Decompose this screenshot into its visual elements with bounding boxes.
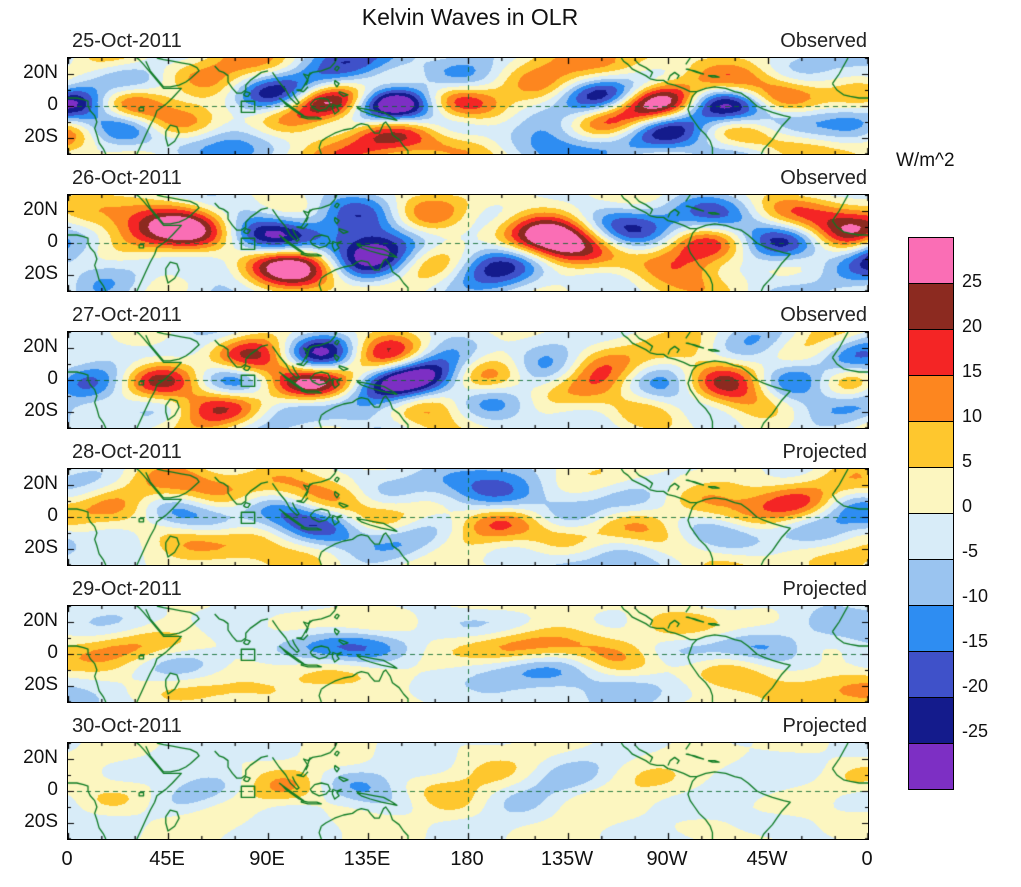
- y-tick-20N: 20N: [23, 62, 58, 83]
- colorbar-tick-label: -25: [962, 721, 989, 741]
- panel-status-label: Projected: [782, 441, 868, 463]
- panel-status-label: Observed: [780, 304, 867, 326]
- colorbar-cell: [909, 513, 953, 559]
- y-tick-20N: 20N: [23, 610, 58, 631]
- y-tick-20N: 20N: [23, 336, 58, 357]
- y-tick-20N: 20N: [23, 747, 58, 768]
- olr-contour-map: [68, 469, 868, 565]
- y-tick-0: 0: [47, 368, 58, 389]
- olr-contour-map: [68, 332, 868, 428]
- x-tick-45W: 45W: [746, 848, 788, 870]
- x-tick-0a: 0: [61, 848, 73, 870]
- panel-status-label: Projected: [782, 578, 868, 600]
- colorbar-tick-label: -20: [962, 676, 989, 696]
- x-tick-135E: 135E: [343, 848, 391, 870]
- panel-date-label: 30-Oct-2011: [72, 715, 182, 737]
- panel-plot: [67, 331, 869, 429]
- y-tick-20S: 20S: [24, 811, 58, 832]
- y-tick-20N: 20N: [23, 199, 58, 220]
- y-tick-20S: 20S: [24, 400, 58, 421]
- panel-plot: [67, 605, 869, 703]
- olr-contour-map: [68, 743, 868, 839]
- x-tick-90E: 90E: [249, 848, 285, 870]
- panel-status-label: Observed: [780, 167, 867, 189]
- colorbar-cell: [909, 605, 953, 651]
- y-tick-0: 0: [47, 505, 58, 526]
- panel-date-label: 26-Oct-2011: [72, 167, 182, 189]
- colorbar: [908, 237, 954, 790]
- x-tick-135W: 135W: [540, 848, 594, 870]
- panel-date-label: 25-Oct-2011: [72, 30, 182, 52]
- figure-title: Kelvin Waves in OLR: [361, 4, 579, 30]
- colorbar-cell: [909, 651, 953, 697]
- y-tick-20S: 20S: [24, 537, 58, 558]
- colorbar-cell: [909, 743, 953, 789]
- panel-plot: [67, 57, 869, 155]
- colorbar-tick-label: -5: [962, 541, 979, 561]
- y-tick-20S: 20S: [24, 263, 58, 284]
- x-tick-180: 180: [450, 848, 484, 870]
- x-tick-45E: 45E: [149, 848, 185, 870]
- colorbar-units-label: W/m^2: [896, 150, 955, 171]
- colorbar-tick-label: 20: [962, 316, 983, 336]
- panel-date-label: 28-Oct-2011: [72, 441, 182, 463]
- x-tick-0b: 0: [861, 848, 873, 870]
- colorbar-tick-label: 5: [962, 451, 973, 471]
- y-tick-20S: 20S: [24, 126, 58, 147]
- y-tick-20S: 20S: [24, 674, 58, 695]
- olr-contour-map: [68, 195, 868, 291]
- y-tick-0: 0: [47, 779, 58, 800]
- panel-date-label: 29-Oct-2011: [72, 578, 182, 600]
- colorbar-cell: [909, 329, 953, 375]
- olr-contour-map: [68, 58, 868, 154]
- panel-plot: [67, 468, 869, 566]
- y-tick-0: 0: [47, 231, 58, 252]
- colorbar-tick-label: 25: [962, 271, 983, 291]
- colorbar-tick-label: 15: [962, 361, 983, 381]
- colorbar-cell: [909, 467, 953, 513]
- colorbar-cell: [909, 375, 953, 421]
- olr-contour-map: [68, 606, 868, 702]
- colorbar-cell: [909, 697, 953, 743]
- colorbar-cell: [909, 238, 953, 283]
- colorbar-tick-label: -15: [962, 631, 989, 651]
- panel-plot: [67, 194, 869, 292]
- panel-plot: [67, 742, 869, 840]
- colorbar-cell: [909, 421, 953, 467]
- y-tick-0: 0: [47, 642, 58, 663]
- colorbar-tick-label: -10: [962, 586, 989, 606]
- panel-status-label: Observed: [780, 30, 867, 52]
- y-tick-20N: 20N: [23, 473, 58, 494]
- colorbar-tick-label: 10: [962, 406, 983, 426]
- colorbar-cell: [909, 559, 953, 605]
- x-tick-90W: 90W: [646, 848, 688, 870]
- colorbar-tick-label: 0: [962, 496, 973, 516]
- colorbar-cell: [909, 283, 953, 329]
- panel-date-label: 27-Oct-2011: [72, 304, 182, 326]
- panel-status-label: Projected: [782, 715, 868, 737]
- y-tick-0: 0: [47, 94, 58, 115]
